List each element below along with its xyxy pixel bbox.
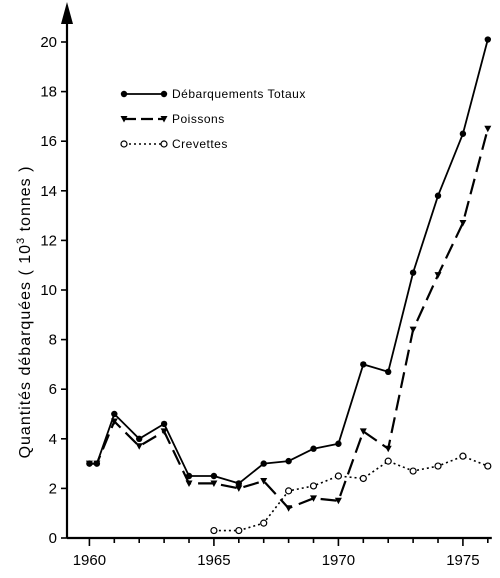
data-point: [160, 428, 168, 435]
data-point: [185, 480, 193, 487]
data-point: [110, 418, 118, 425]
y-tick-label: 20: [40, 34, 57, 51]
legend-item: Débarquements Totaux: [120, 87, 306, 101]
y-tick-label: 12: [40, 232, 57, 249]
series-layer: [85, 36, 492, 535]
y-tick-label: 18: [40, 84, 57, 101]
legend-label: Poissons: [172, 112, 225, 126]
series-line: [213, 455, 489, 532]
data-point: [334, 472, 343, 480]
data-point: [135, 443, 143, 450]
y-axis-label: Quantités débarquées ( 103 tonnes ): [15, 166, 34, 459]
series-dashed: [85, 125, 492, 512]
y-tick-label: 4: [49, 431, 57, 448]
series-line: [89, 128, 489, 510]
data-point: [409, 326, 417, 334]
data-point: [434, 272, 442, 279]
y-tick-label: 10: [40, 282, 57, 299]
data-point: [310, 445, 317, 452]
data-point: [285, 457, 292, 465]
data-point: [260, 519, 268, 527]
axes: 0 2 4 6 8 10 12 14 16 18 20 1960 1965 1970 1975: [40, 2, 492, 569]
y-tick-label: 0: [49, 530, 57, 547]
legend-label: Crevettes: [172, 137, 228, 151]
data-point: [260, 477, 268, 485]
data-point: [409, 269, 417, 276]
data-point: [136, 435, 143, 442]
data-point: [335, 440, 342, 447]
data-point: [120, 140, 128, 148]
data-point: [210, 472, 218, 480]
data-point: [260, 460, 267, 467]
data-point: [85, 460, 93, 468]
data-point: [160, 90, 168, 98]
data-point: [384, 457, 392, 465]
data-point: [93, 460, 101, 468]
data-point: [484, 36, 492, 43]
x-tick-label: 1975: [446, 552, 479, 569]
data-point: [210, 480, 218, 487]
data-point: [360, 361, 367, 368]
data-point: [385, 368, 392, 376]
series-solid: [86, 36, 492, 487]
legend-item: Crevettes: [120, 137, 228, 151]
series-line: [89, 39, 489, 485]
data-point: [459, 452, 467, 460]
data-point: [310, 495, 318, 502]
y-tick-label: 8: [49, 332, 57, 349]
data-point: [210, 526, 218, 535]
data-point: [359, 428, 367, 435]
data-point: [111, 410, 118, 418]
x-tick-label: 1960: [73, 552, 106, 569]
data-point: [120, 116, 128, 123]
y-axis-arrow: [61, 2, 73, 24]
legend-label: Débarquements Totaux: [172, 87, 306, 101]
data-point: [120, 90, 128, 98]
data-point: [384, 445, 392, 453]
y-tick-label: 6: [49, 381, 57, 398]
x-tick-label: 1965: [197, 552, 230, 569]
data-point: [334, 497, 342, 505]
data-point: [160, 116, 168, 123]
data-point: [484, 462, 492, 470]
data-point: [459, 220, 467, 227]
series-dotted: [210, 452, 492, 535]
data-point: [235, 526, 243, 535]
x-tick-label: 1970: [322, 552, 355, 569]
data-point: [285, 505, 293, 512]
data-point: [459, 130, 467, 137]
data-point: [285, 487, 293, 495]
data-point: [235, 480, 243, 487]
data-point: [160, 420, 168, 428]
data-point: [434, 462, 442, 470]
data-point: [309, 482, 318, 490]
y-tick-label: 14: [40, 183, 57, 200]
data-point: [160, 140, 168, 148]
legend-item: Poissons: [120, 112, 225, 126]
y-tick-label: 16: [40, 133, 57, 150]
data-point: [409, 467, 417, 475]
data-point: [359, 474, 367, 483]
y-tick-label: 2: [49, 480, 57, 497]
legend: Débarquements Totaux Poissons Crevettes: [120, 87, 306, 151]
data-point: [484, 125, 492, 133]
data-point: [235, 485, 243, 492]
data-point: [434, 192, 442, 199]
